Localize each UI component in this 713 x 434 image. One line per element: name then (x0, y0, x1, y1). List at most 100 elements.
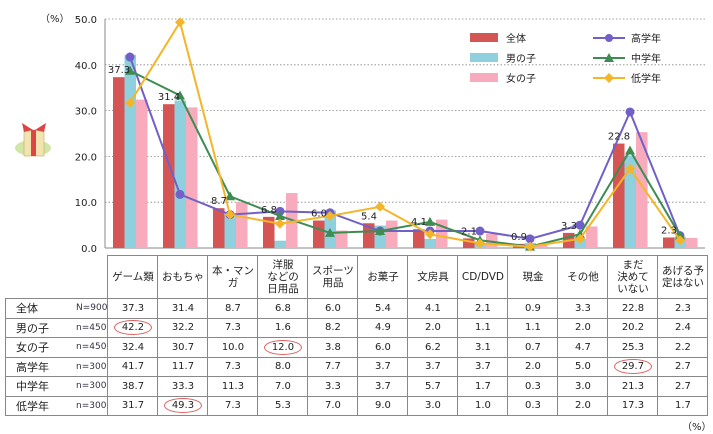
table-cell: 3.7 (407, 356, 459, 377)
bar-男の子 (374, 225, 386, 248)
marker-低学年 (375, 201, 385, 212)
bar-全体 (213, 208, 225, 248)
gift-icon (15, 123, 51, 157)
bar-女の子 (236, 202, 248, 248)
bar-全体 (313, 220, 325, 248)
highlight-circle: 29.7 (613, 359, 653, 375)
table-cell: 5.0 (557, 356, 609, 377)
bar-男の子 (224, 214, 236, 248)
table-cell: 38.7 (107, 376, 159, 397)
marker-中学年 (625, 145, 635, 155)
table-cell: 31.7 (107, 395, 159, 416)
table-cell: 0.9 (507, 298, 559, 319)
bar-男の子 (124, 54, 136, 248)
marker-低学年 (125, 97, 135, 108)
table-row: 男の子 n=450 42.2 32.2 7.3 1.6 8.2 4.9 2.0 1.1 1.1 2.0… (5, 317, 709, 338)
table-cell: 6.0 (357, 337, 409, 358)
row-label: 全体 (5, 298, 76, 319)
table-cell: 12.0 (257, 337, 309, 358)
gift-bow (22, 123, 46, 132)
table-cell: 8.7 (207, 298, 259, 319)
table-cell: 2.7 (657, 356, 709, 377)
table-cell: 17.3 (607, 395, 659, 416)
table-cell: 25.3 (607, 337, 659, 358)
table-cell: 3.7 (357, 376, 409, 397)
table-cell: 6.0 (307, 298, 359, 319)
table-cell: 2.2 (657, 337, 709, 358)
row-sample-size: N=900 (76, 298, 109, 319)
marker-中学年 (125, 65, 135, 75)
marker-高学年 (625, 107, 635, 117)
column-header: おもちゃ (157, 255, 209, 299)
bar-男の子 (274, 240, 286, 248)
column-header: 文房具 (407, 255, 459, 299)
y-tick-label: 40.0 (75, 61, 97, 72)
y-tick-label: 0.0 (81, 244, 97, 255)
legend-marker (605, 34, 613, 42)
y-tick-label: 50.0 (75, 15, 97, 26)
bar-女の子 (336, 230, 348, 248)
table-cell: 3.3 (557, 298, 609, 319)
table-cell: 0.3 (507, 395, 559, 416)
table-cell: 1.1 (457, 317, 509, 338)
legend-swatch (470, 73, 498, 82)
column-header: あげる予 定はない (657, 255, 709, 299)
table-cell: 8.0 (257, 356, 309, 377)
table-cell: 2.4 (657, 317, 709, 338)
table-cell: 7.3 (207, 317, 259, 338)
column-header: その他 (557, 255, 609, 299)
row-label: 女の子 (5, 337, 76, 358)
table-cell: 41.7 (107, 356, 159, 377)
bar-女の子 (586, 226, 598, 248)
combo-chart: （%） 0.0 10.0 20.0 30.0 40.0 50.0 37.3 31.4 8.7 6.8… (15, 13, 705, 255)
table-unit: （%） (682, 422, 712, 433)
marker-高学年 (525, 234, 535, 244)
table-cell: 7.3 (207, 395, 259, 416)
marker-高学年 (475, 226, 485, 236)
marker-低学年 (225, 209, 235, 220)
bar-女の子 (686, 237, 698, 248)
bar-全体 (463, 238, 475, 248)
bar-女の子 (536, 244, 548, 248)
table-cell: 6.8 (257, 298, 309, 319)
column-header: お菓子 (357, 255, 409, 299)
bar-全体 (613, 143, 625, 248)
line-低学年 (129, 19, 681, 248)
table-row: 女の子 n=450 32.4 30.7 10.0 12.0 3.8 6.0 6.2 3.1 0.7 4… (5, 337, 709, 358)
table-cell: 3.7 (457, 356, 509, 377)
table-cell: 1.7 (457, 376, 509, 397)
column-header: スポーツ 用品 (307, 255, 359, 299)
table-cell: 0.7 (507, 337, 559, 358)
column-header: まだ 決めて いない (607, 255, 659, 299)
table-cell: 11.3 (207, 376, 259, 397)
row-label: 中学年 (5, 376, 76, 397)
row-label: 高学年 (5, 356, 76, 377)
legend-label: 男の子 (506, 53, 536, 65)
legend-label: 高学年 (631, 32, 661, 45)
table-cell: 9.0 (357, 395, 409, 416)
table-cell: 6.2 (407, 337, 459, 358)
row-sample-size: n=450 (76, 337, 109, 358)
row-sample-size: n=300 (76, 376, 109, 397)
row-sample-size: n=450 (76, 317, 109, 338)
table-cell: 3.1 (457, 337, 509, 358)
marker-低学年 (675, 235, 685, 246)
column-header: 現金 (507, 255, 559, 299)
column-header: ゲーム類 (107, 255, 159, 299)
data-label: 6.0 (311, 209, 327, 220)
marker-中学年 (425, 216, 435, 226)
marker-高学年 (175, 189, 185, 199)
legend-swatch (470, 33, 498, 42)
line-高学年 (129, 56, 681, 240)
marker-低学年 (175, 17, 185, 28)
table-cell: 7.7 (307, 356, 359, 377)
bar-女の子 (186, 107, 198, 248)
table-cell: 7.3 (207, 356, 259, 377)
table-cell: 3.0 (407, 395, 459, 416)
table-cell: 2.0 (557, 317, 609, 338)
table-cell: 22.8 (607, 298, 659, 319)
bar-女の子 (636, 132, 648, 248)
bar-全体 (263, 216, 275, 248)
data-label: 6.8 (261, 205, 277, 216)
